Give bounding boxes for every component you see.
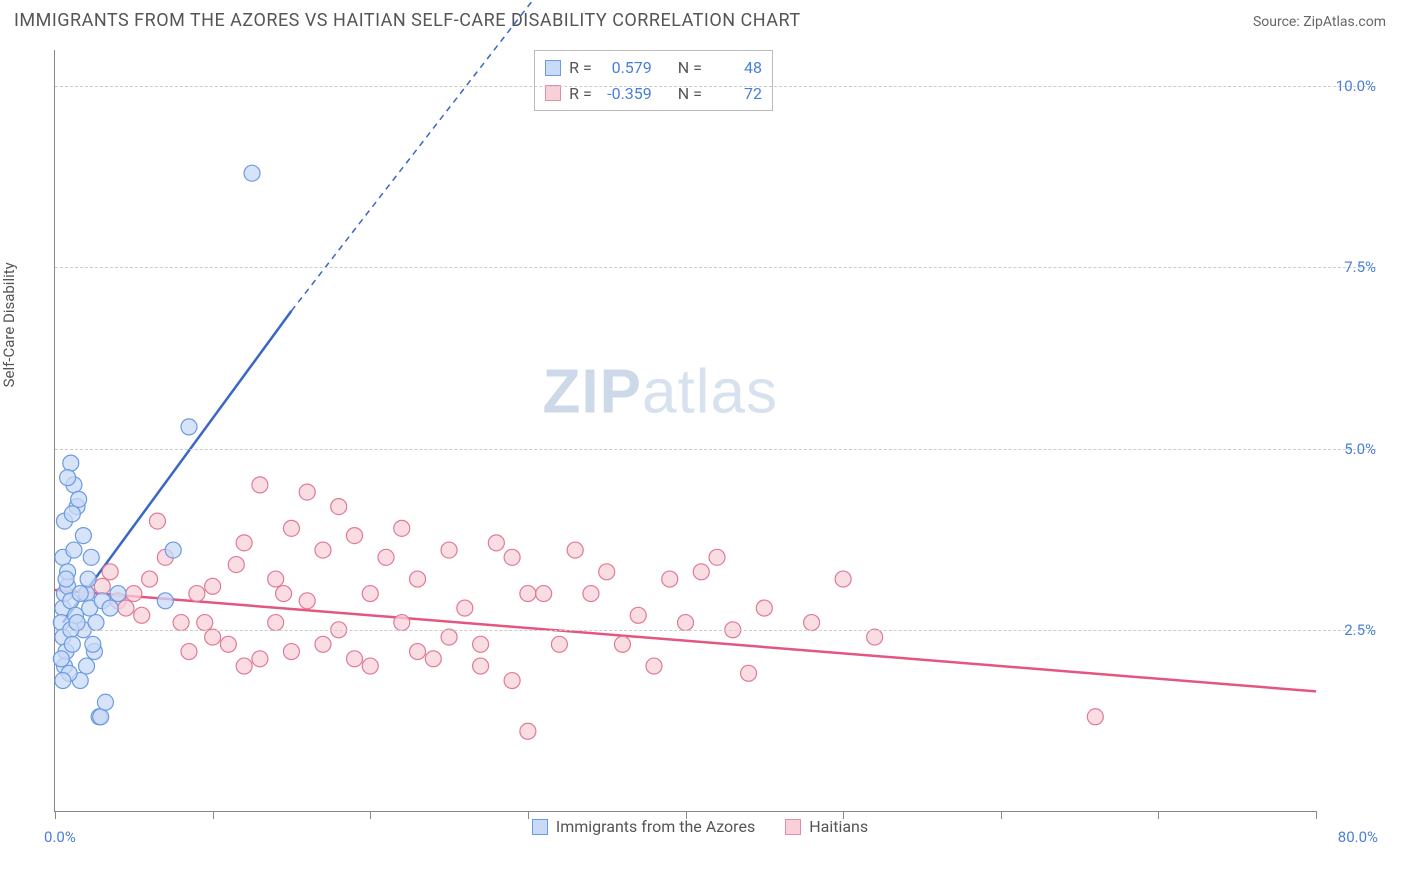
source-attribution: Source: ZipAtlas.com xyxy=(1253,14,1386,30)
plot-region: ZIPatlas R = 0.579 N = 48 R = -0.359 N =… xyxy=(54,50,1316,812)
bottom-legend: Immigrants from the Azores Haitians xyxy=(14,817,1386,836)
y-tick-label: 2.5% xyxy=(1321,621,1376,639)
legend-item-pink: Haitians xyxy=(785,817,868,836)
y-tick-label: 10.0% xyxy=(1321,77,1376,95)
legend-label-blue: Immigrants from the Azores xyxy=(556,817,755,836)
scatter-svg xyxy=(55,50,1316,811)
legend-label-pink: Haitians xyxy=(809,817,868,836)
chart-title: IMMIGRANTS FROM THE AZORES VS HAITIAN SE… xyxy=(14,10,801,31)
y-tick-label: 5.0% xyxy=(1321,440,1376,458)
legend-swatch-blue xyxy=(532,819,548,835)
y-tick-label: 7.5% xyxy=(1321,258,1376,276)
legend-item-blue: Immigrants from the Azores xyxy=(532,817,755,836)
legend-swatch-pink xyxy=(785,819,801,835)
y-axis-label: Self-Care Disability xyxy=(0,262,18,387)
chart-area: Self-Care Disability ZIPatlas R = 0.579 … xyxy=(14,40,1386,842)
